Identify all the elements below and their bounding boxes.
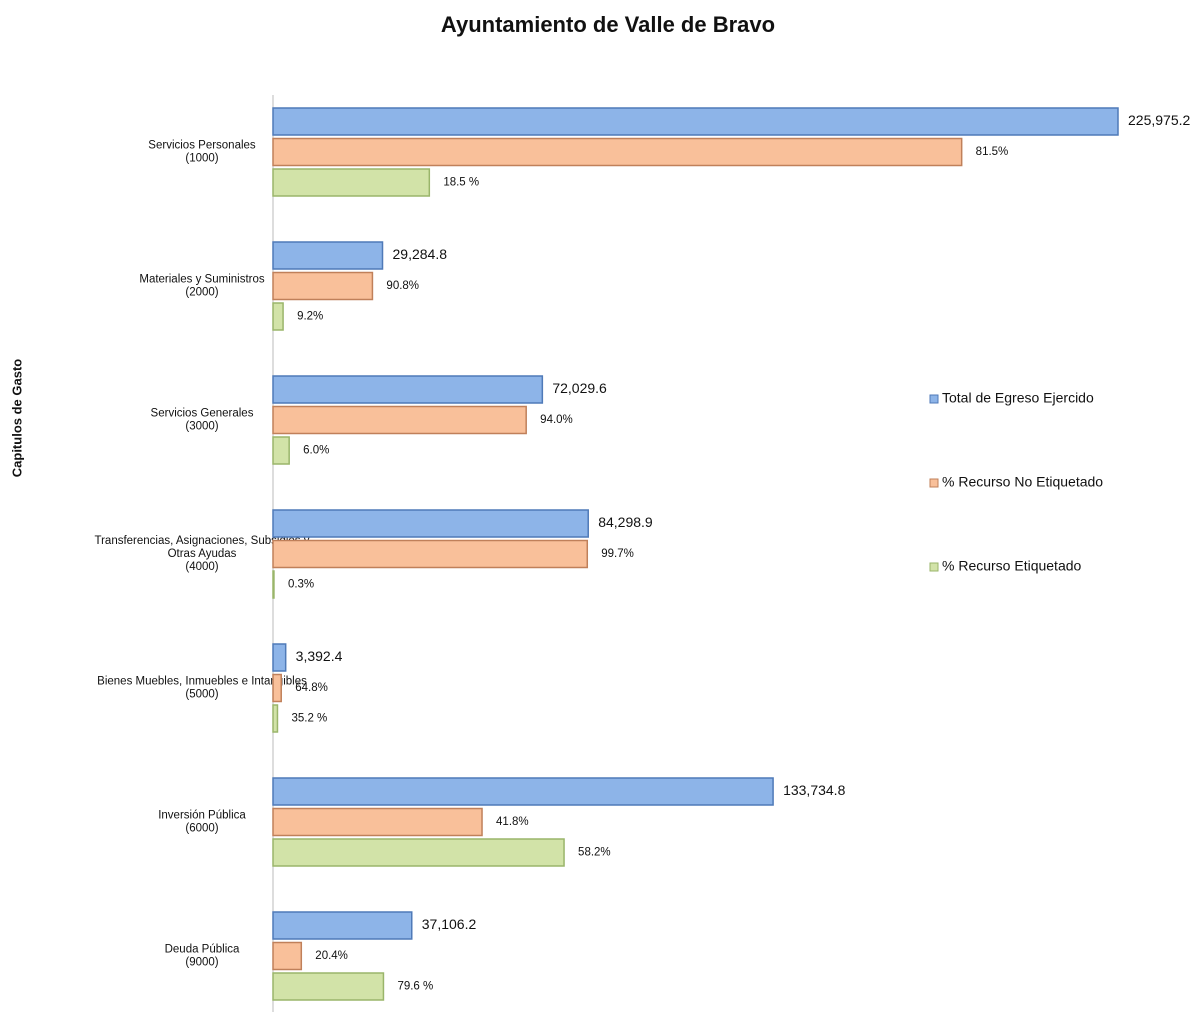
value-label: 225,975.2: [1128, 112, 1190, 128]
category-label: Materiales y Suministros: [139, 274, 265, 286]
bar: [272, 807, 483, 837]
category-label: (4000): [185, 561, 218, 573]
y-axis-label: Capitulos de Gasto: [9, 359, 24, 478]
category-label: Servicios Personales: [148, 140, 256, 152]
value-label: 58.2%: [578, 847, 611, 859]
bar: [272, 405, 527, 435]
value-label: 72,029.6: [552, 380, 607, 396]
category-label: (1000): [185, 153, 218, 165]
legend-swatch: [929, 562, 939, 572]
value-label: 0.3%: [288, 579, 314, 591]
category-label: (6000): [185, 823, 218, 835]
category-label: Deuda Pública: [165, 944, 240, 956]
legend-label: Total de Egreso Ejercido: [942, 390, 1094, 406]
bar: [272, 570, 275, 599]
value-label: 20.4%: [315, 950, 348, 962]
value-label: 99.7%: [601, 548, 634, 560]
value-label: 84,298.9: [598, 514, 653, 530]
bar: [272, 704, 279, 733]
bar: [272, 375, 544, 404]
value-label: 94.0%: [540, 414, 573, 426]
bar: [272, 107, 1119, 136]
bar: [272, 302, 284, 331]
bar: [272, 777, 774, 806]
value-label: 90.8%: [386, 280, 419, 292]
value-label: 35.2 %: [291, 713, 327, 725]
bar: [272, 271, 374, 301]
legend-label: % Recurso No Etiquetado: [942, 474, 1103, 490]
value-label: 133,734.8: [783, 782, 845, 798]
legend-label: % Recurso Etiquetado: [942, 558, 1082, 574]
value-label: 41.8%: [496, 816, 529, 828]
bar: [272, 673, 282, 703]
bar: [272, 911, 413, 940]
bar: [272, 168, 431, 197]
category-label: Otras Ayudas: [168, 548, 237, 560]
bar: [272, 241, 384, 270]
value-label: 64.8%: [295, 682, 328, 694]
category-label: Servicios Generales: [151, 408, 254, 420]
category-label: Bienes Muebles, Inmuebles e Intangibles: [97, 676, 307, 688]
value-label: 6.0%: [303, 445, 329, 457]
bar: [272, 509, 589, 538]
bar: [272, 643, 287, 672]
bar: [272, 838, 565, 867]
bar: [272, 539, 589, 569]
bar: [272, 436, 290, 465]
category-label: (9000): [185, 957, 218, 969]
category-label: Inversión Pública: [158, 810, 246, 822]
category-label: (2000): [185, 287, 218, 299]
value-label: 37,106.2: [422, 916, 477, 932]
chart-title: Ayuntamiento de Valle de Bravo: [441, 12, 775, 37]
value-label: 3,392.4: [296, 648, 343, 664]
category-label: (3000): [185, 421, 218, 433]
value-label: 18.5 %: [443, 177, 479, 189]
category-label: Transferencias, Asignaciones, Subsidios …: [95, 535, 310, 547]
legend-swatch: [929, 478, 939, 488]
value-label: 81.5%: [976, 146, 1009, 158]
bar: [272, 941, 303, 971]
bar: [272, 972, 385, 1001]
value-label: 29,284.8: [393, 246, 448, 262]
value-label: 79.6 %: [397, 981, 433, 993]
legend-swatch: [929, 394, 939, 404]
value-label: 9.2%: [297, 311, 323, 323]
bar: [272, 137, 963, 167]
category-label: (5000): [185, 689, 218, 701]
